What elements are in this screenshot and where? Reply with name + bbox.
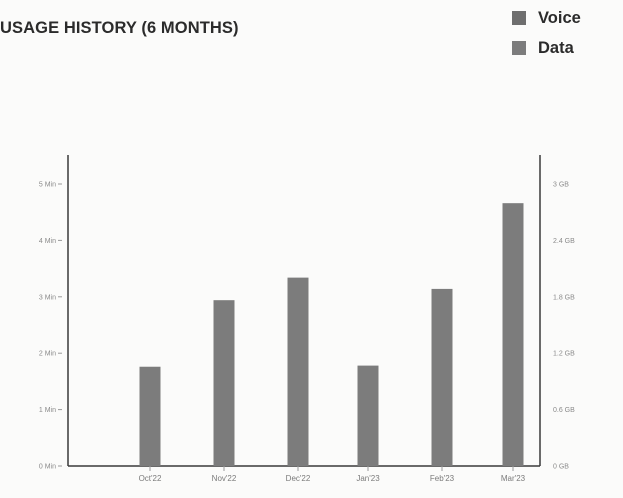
y-left-tick-label: 0 Min — [39, 464, 56, 471]
y-right-tick-label: 1.8 GB — [553, 294, 575, 301]
legend-swatch-data — [512, 41, 526, 55]
y-left-tick-label: 1 Min — [39, 407, 56, 414]
bar-nov22 — [213, 300, 235, 466]
x-tick-label: Dec'22 — [286, 474, 311, 483]
y-left-tick-label: 4 Min — [39, 238, 56, 245]
y-left-tick-label: 3 Min — [39, 294, 56, 301]
chart-title: USAGE HISTORY (6 MONTHS) — [0, 19, 239, 37]
bar-oct22 — [139, 366, 161, 466]
bar-feb23 — [431, 288, 453, 466]
legend-item-voice: Voice — [512, 7, 581, 29]
x-tick-label: Oct'22 — [139, 474, 162, 483]
bar-mar23 — [502, 203, 524, 466]
bar-jan23 — [357, 365, 379, 466]
legend-label-data: Data — [538, 38, 574, 57]
x-tick-label: Nov'22 — [212, 474, 237, 483]
bar-dec22 — [287, 277, 309, 466]
y-right-tick-label: 2.4 GB — [553, 238, 575, 245]
y-right-tick-label: 0.6 GB — [553, 407, 575, 414]
y-right-tick-label: 3 GB — [553, 182, 569, 189]
y-left-tick-label: 2 Min — [39, 351, 56, 358]
x-tick-label: Mar'23 — [501, 474, 526, 483]
x-tick-label: Jan'23 — [356, 474, 380, 483]
y-right-tick-label: 0 GB — [553, 464, 569, 471]
legend-label-voice: Voice — [538, 8, 581, 27]
legend-item-data: Data — [512, 37, 574, 59]
y-left-tick-label: 5 Min — [39, 182, 56, 189]
legend-swatch-voice — [512, 11, 526, 25]
x-tick-label: Feb'23 — [430, 474, 455, 483]
y-right-tick-label: 1.2 GB — [553, 351, 575, 358]
